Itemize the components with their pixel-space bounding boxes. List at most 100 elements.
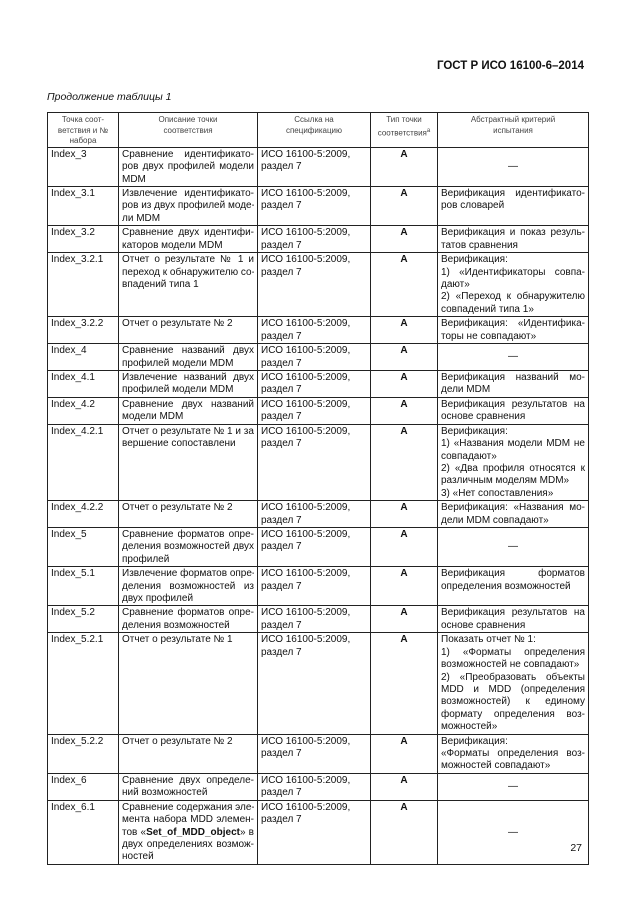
cell-line: Отчет о результате № 1 bbox=[122, 634, 233, 646]
cell-id: Index_5.2 bbox=[47, 605, 119, 634]
cell-line: Сравнение двух идентифи- bbox=[122, 227, 254, 239]
table-row: Index_6 Сравнение двух определе-ний возмо… bbox=[47, 772, 589, 801]
cell-type: A bbox=[370, 343, 438, 372]
cell-reference: ИСО 16100-5:2009, раздел 7 bbox=[257, 146, 371, 188]
cell-criterion: Верификация: «Названия мо-дели MDM совпа… bbox=[437, 500, 589, 528]
cell-type: A bbox=[370, 396, 438, 425]
cell-reference: ИСО 16100-5:2009, раздел 7 bbox=[257, 526, 371, 568]
table-row: Index_3.2 Сравнение двух идентифи-каторов… bbox=[47, 225, 589, 254]
cell-id: Index_4.1 bbox=[47, 370, 119, 398]
cell-line: Верификация и показ резуль- bbox=[441, 227, 585, 239]
cell-line: раздел 7 bbox=[261, 814, 302, 826]
cell-id: Index_6.1 bbox=[47, 799, 119, 865]
cell-line: татов сравнения bbox=[441, 239, 518, 251]
cell-line: Сравнение названий двух bbox=[122, 345, 254, 357]
table-row: Index_4.2.2 Отчет о результате № 2 ИСО 161… bbox=[47, 500, 589, 528]
cell-line: Извлечение идентификато- bbox=[122, 188, 254, 199]
cell-type: A bbox=[370, 526, 438, 568]
cell-reference: ИСО 16100-5:2009, раздел 7 bbox=[257, 225, 371, 254]
cell-line: Верификация названий мо- bbox=[441, 372, 585, 384]
cell-line: раздел 7 bbox=[261, 514, 302, 526]
cell-line: раздел 7 bbox=[261, 646, 302, 658]
cell-criterion: — bbox=[437, 343, 589, 372]
cell-criterion: Верификация идентификато-ров словарей bbox=[437, 185, 589, 227]
cell-line: Сравнение двух названий bbox=[122, 398, 254, 410]
cell-line: Извлечение форматов опре- bbox=[122, 568, 254, 580]
cell-line: возможностей не совпадают» bbox=[441, 659, 580, 671]
cell-line: Сравнение содержания эле- bbox=[122, 801, 254, 813]
cell-description: Сравнение форматов опре-деления возможно… bbox=[118, 605, 258, 634]
table-caption: Продолжение таблицы 1 bbox=[47, 91, 172, 103]
cell-type: A bbox=[370, 799, 438, 865]
cell-reference: ИСО 16100-5:2009, раздел 7 bbox=[257, 343, 371, 372]
cell-line: впадений типа 1 bbox=[122, 279, 199, 291]
table-row: Index_4.1 Извлечение названий двух профиле… bbox=[47, 370, 589, 398]
cell-criterion: — bbox=[437, 799, 589, 865]
cell-id: Index_4.2.1 bbox=[47, 423, 119, 502]
cell-line: 2) «Переход к обнаружителю bbox=[441, 291, 585, 303]
cell-line: раздел 7 bbox=[261, 438, 302, 450]
cell-line: 3) «Нет сопоставления» bbox=[441, 487, 554, 499]
cell-type: A bbox=[370, 632, 438, 735]
cell-line: Верификация форматов bbox=[441, 568, 585, 580]
cell-line: вершение сопоставлени bbox=[122, 438, 236, 450]
cell-line: двух определениях возмож- bbox=[122, 839, 254, 851]
cell-id: Index_3.2.1 bbox=[47, 252, 119, 318]
table-row: Index_5.1 Извлечение форматов опре-делени… bbox=[47, 566, 589, 607]
cell-line: ров словарей bbox=[441, 200, 505, 212]
cell-type: A bbox=[370, 370, 438, 398]
cell-line: Отчет о результате № 2 bbox=[122, 502, 233, 514]
cell-line: 1) «Форматы определения bbox=[441, 646, 585, 658]
cell-line: модели MDM bbox=[122, 411, 184, 423]
cell-criterion: — bbox=[437, 526, 589, 568]
cell-description: Отчет о результате № 1 bbox=[118, 632, 258, 735]
cell-type: A bbox=[370, 185, 438, 227]
cell-description: Отчет о результате № 2 bbox=[118, 316, 258, 345]
cell-line: Верификация: bbox=[441, 735, 508, 747]
cell-type: A bbox=[370, 252, 438, 318]
cell-reference: ИСО 16100-5:2009, раздел 7 bbox=[257, 566, 371, 607]
cell-description: Сравнение названий двух профилей модели M… bbox=[118, 343, 258, 372]
cell-line: Отчет о результате № 2 bbox=[122, 735, 233, 747]
cell-description: Сравнение идентификато-ров двух профилей… bbox=[118, 146, 258, 188]
cell-line: Отчет о результате № 1 и за- bbox=[122, 425, 254, 437]
cell-type: A bbox=[370, 146, 438, 188]
conformance-table: Точка соот-ветствия и № набора Описание то… bbox=[47, 112, 589, 865]
cell-description: Отчет о результате № 2 bbox=[118, 500, 258, 528]
cell-id: Index_3.1 bbox=[47, 185, 119, 227]
cell-line: Сравнение двух определе- bbox=[122, 774, 254, 786]
cell-reference: ИСО 16100-5:2009, раздел 7 bbox=[257, 772, 371, 801]
table-row: Index_5.2.2 Отчет о результате № 2 ИСО 161… bbox=[47, 733, 589, 774]
cell-criterion: Верификация: 1) «Идентификаторы совпа-даю… bbox=[437, 252, 589, 318]
cell-description: Извлечение идентификато-ров из двух проф… bbox=[118, 185, 258, 227]
cell-description: Извлечение названий двух профилей модели … bbox=[118, 370, 258, 398]
cell-line: профилей модели MDM bbox=[122, 357, 234, 369]
cell-criterion: Верификация названий мо-дели MDM bbox=[437, 370, 589, 398]
cell-line: дают» bbox=[441, 279, 470, 291]
cell-line: ров двух профилей модели bbox=[122, 161, 254, 173]
cell-reference: ИСО 16100-5:2009, раздел 7 bbox=[257, 316, 371, 345]
cell-reference: ИСО 16100-5:2009, раздел 7 bbox=[257, 185, 371, 227]
cell-line: раздел 7 bbox=[261, 239, 302, 251]
cell-criterion: Верификация форматов определения возможно… bbox=[437, 566, 589, 607]
cell-reference: ИСО 16100-5:2009, раздел 7 bbox=[257, 605, 371, 634]
cell-line: Верификация: «Названия мо- bbox=[441, 502, 585, 514]
cell-line: переход к обнаружителю со- bbox=[122, 266, 254, 278]
cell-criterion: — bbox=[437, 772, 589, 801]
cell-description: Отчет о результате № 1 и переход к обнару… bbox=[118, 252, 258, 318]
cell-line: раздел 7 bbox=[261, 357, 302, 369]
cell-id: Index_5 bbox=[47, 526, 119, 568]
cell-line: ИСО 16100-5:2009, bbox=[261, 528, 351, 540]
cell-line: раздел 7 bbox=[261, 580, 302, 592]
cell-line: можностей совпадают» bbox=[441, 760, 551, 772]
cell-reference: ИСО 16100-5:2009, раздел 7 bbox=[257, 370, 371, 398]
cell-description: Сравнение двух названий модели MDM bbox=[118, 396, 258, 425]
cell-line: раздел 7 bbox=[261, 787, 302, 799]
cell-description: Сравнение форматов опре-деления возможно… bbox=[118, 526, 258, 568]
cell-line: MDM bbox=[122, 173, 146, 185]
cell-line: ИСО 16100-5:2009, bbox=[261, 502, 351, 514]
cell-line: 1) «Идентификаторы совпа- bbox=[441, 266, 585, 278]
cell-line: ИСО 16100-5:2009, bbox=[261, 568, 351, 580]
cell-line: ИСО 16100-5:2009, bbox=[261, 227, 351, 239]
cell-id: Index_4 bbox=[47, 343, 119, 372]
